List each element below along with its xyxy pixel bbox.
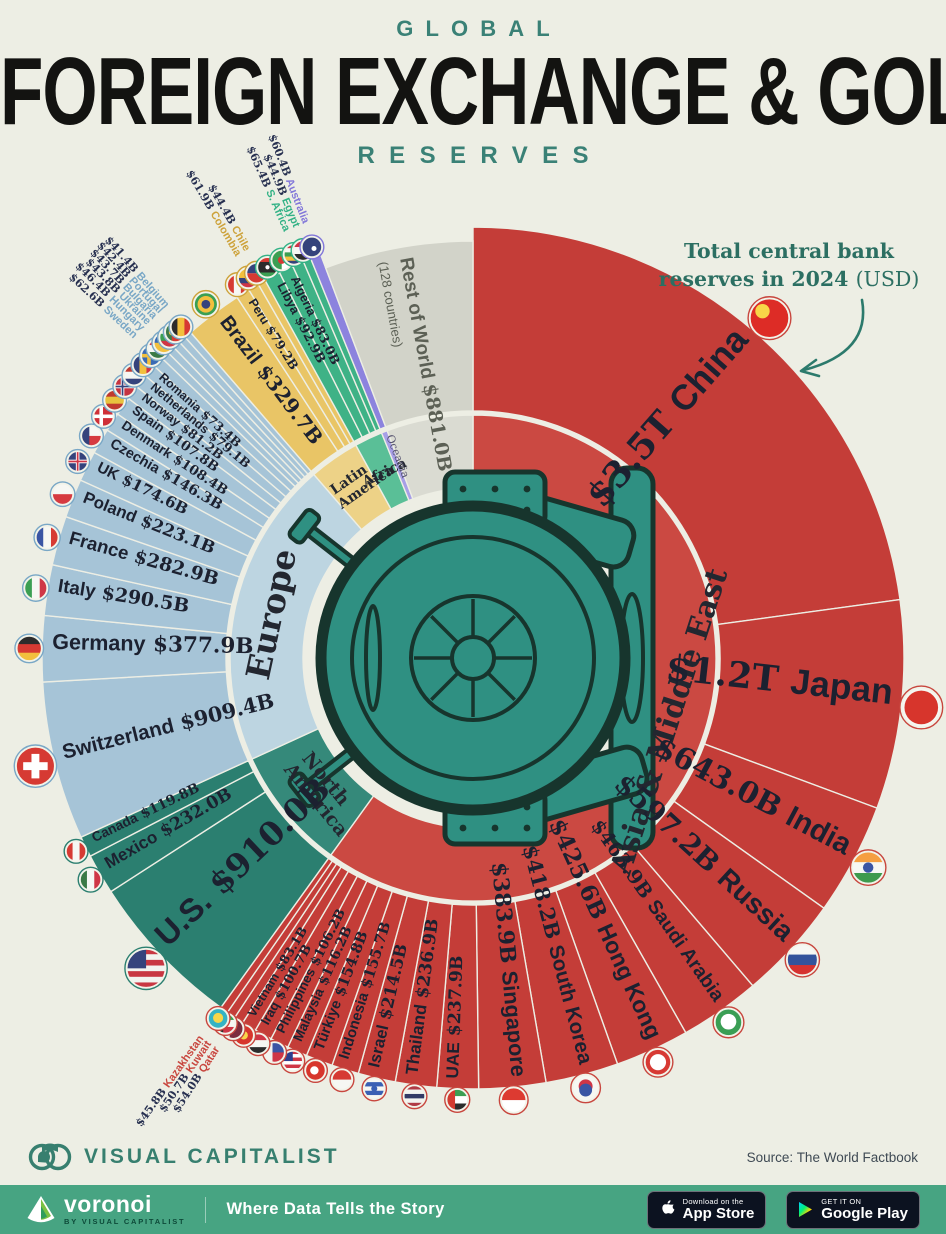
google-play-badge[interactable]: GET IT ON Google Play [786, 1190, 920, 1229]
badge-main-text: Google Play [821, 1204, 908, 1222]
country-label-germany: Germany $377.9B [52, 630, 254, 659]
bottom-bar: voronoi BY VISUAL CAPITALIST Where Data … [0, 1185, 946, 1234]
segment-rest-of-world [324, 240, 474, 428]
page-title: FOREIGN EXCHANGE & GOLD [0, 39, 946, 146]
annotation-arrow-icon [799, 298, 865, 378]
source-note: Source: The World Factbook [746, 1149, 918, 1165]
brazil-flag-icon [191, 289, 221, 319]
indonesia-flag-icon [329, 1067, 355, 1093]
hong-kong-flag-icon [642, 1046, 674, 1078]
germany-flag-icon [14, 633, 45, 664]
google-play-icon [799, 1202, 813, 1217]
badge-top-text: GET IT ON [821, 1196, 862, 1206]
title-subtitle: RESERVES [357, 142, 603, 170]
bar-tagline: Where Data Tells the Story [226, 1200, 445, 1218]
singapore-flag-icon [498, 1085, 529, 1116]
title-kicker: GLOBAL [396, 16, 562, 41]
visual-capitalist-logo: VISUAL CAPITALIST [28, 1140, 340, 1174]
kazakhstan-flag-icon [205, 1005, 231, 1032]
binoculars-icon [28, 1143, 72, 1171]
bar-divider [205, 1196, 207, 1223]
israel-flag-icon [361, 1075, 388, 1102]
voronoi-name: voronoi [64, 1191, 152, 1218]
vault-illustration [287, 465, 656, 851]
brand-name: VISUAL CAPITALIST [84, 1145, 340, 1168]
russia-flag-icon [784, 941, 821, 978]
annotation-unit: (USD) [855, 266, 920, 291]
badge-main-text: App Store [682, 1204, 755, 1222]
malaysia-flag-icon [280, 1048, 306, 1074]
badge-top-text: Download on the [682, 1196, 744, 1206]
t-rkiye-flag-icon [302, 1057, 329, 1084]
segment-china [472, 226, 901, 626]
switzerland-flag-icon [13, 744, 58, 788]
france-flag-icon [33, 523, 61, 552]
uk-flag-icon [65, 448, 91, 475]
india-flag-icon [849, 849, 887, 886]
chart-annotation: Total central bank reserves in 2024 (USD… [655, 238, 923, 293]
app-store-badge[interactable]: Download on the App Store [646, 1190, 767, 1229]
saudi-arabia-flag-icon [712, 1006, 745, 1039]
uae-flag-icon [444, 1086, 471, 1113]
annotation-text: Total central bank reserves in 2024 [658, 239, 894, 291]
australia-flag-icon [299, 234, 325, 260]
canada-flag-icon [63, 838, 89, 864]
czechia-flag-icon [78, 423, 105, 449]
mexico-flag-icon [77, 866, 104, 893]
china-flag-icon [747, 296, 792, 341]
japan-flag-icon [899, 685, 944, 730]
u-s-flag-icon [124, 946, 168, 991]
thailand-flag-icon [401, 1083, 428, 1110]
voronoi-byline: BY VISUAL CAPITALIST [64, 1217, 186, 1227]
belgium-flag-icon [168, 314, 194, 340]
apple-icon [661, 1200, 675, 1214]
poland-flag-icon [49, 481, 76, 508]
credit-strip: VISUAL CAPITALIST Source: The World Fact… [0, 1128, 946, 1186]
south-korea-flag-icon [570, 1072, 602, 1104]
country-label-uae: UAE $237.9B [442, 955, 467, 1079]
country-label-colombia: $61.9B Colombia [183, 168, 244, 259]
italy-flag-icon [21, 574, 50, 602]
header: GLOBAL FOREIGN EXCHANGE & GOLD RESERVES [0, 16, 946, 170]
voronoi-logo: voronoi BY VISUAL CAPITALIST [26, 1193, 185, 1226]
voronoi-icon [27, 1195, 55, 1222]
